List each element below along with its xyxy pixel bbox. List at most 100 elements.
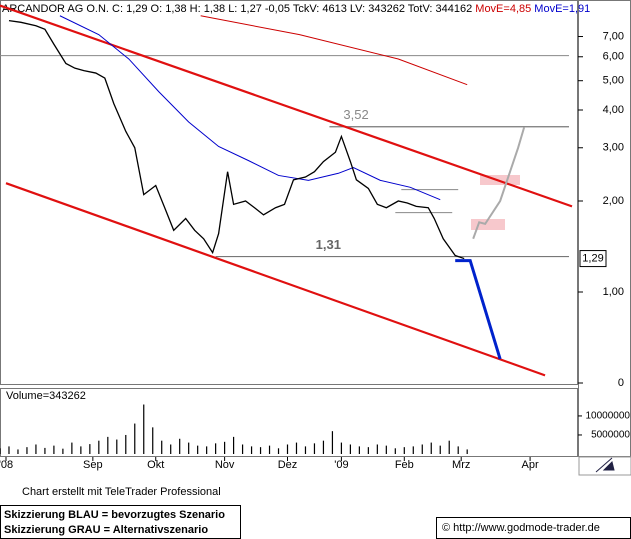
volume-bar [26, 447, 28, 454]
last-price-label: 1,29 [582, 252, 603, 264]
credit: Chart erstellt mit TeleTrader Profession… [22, 486, 221, 498]
volume-bar [116, 439, 118, 454]
volume-title: Volume=343262 [6, 390, 86, 402]
y-tick-label: 7,00 [603, 30, 624, 42]
y-tick-label: 2,00 [603, 195, 624, 207]
volume-bar [8, 446, 10, 454]
volume-bar [268, 445, 271, 454]
legend-entry: MovE=4,85 [475, 3, 531, 15]
volume-bar [44, 447, 46, 454]
volume-bar [403, 447, 405, 454]
moving-average [200, 15, 468, 86]
x-tick-label: Nov [215, 459, 235, 471]
plot: 3,52 1,31 [0, 4, 573, 377]
volume-bar [206, 446, 208, 454]
x-tick-label: Sep [83, 459, 103, 471]
y-tick-label: 5,00 [603, 75, 624, 87]
volume-bar [340, 442, 343, 454]
volume-y-tick-label: 10000000 [586, 411, 631, 422]
volume-bar [232, 436, 235, 454]
volume-bar [376, 444, 378, 454]
volume-bar [277, 448, 280, 454]
volume-bar [448, 440, 450, 454]
volume-bar [80, 446, 82, 454]
volume-bar [98, 440, 100, 454]
y-tick-label: 4,00 [603, 104, 624, 116]
x-tick-label: Dez [278, 459, 298, 471]
volume-bar [107, 436, 109, 454]
annotation-label: 1,31 [316, 237, 341, 252]
price-line [8, 20, 465, 260]
volume-bar [71, 442, 73, 454]
volume-bar [358, 446, 360, 454]
moving-average [59, 15, 441, 201]
y-tick-label: 6,00 [603, 51, 624, 63]
volume-frame [0, 388, 578, 457]
volume-bar [125, 434, 127, 454]
volume-bar [457, 446, 459, 454]
scenario-blue [455, 259, 502, 360]
legend-blue: Skizzierung BLAU = bevorzugtes Szenario [4, 509, 225, 521]
last-price-box [579, 250, 607, 268]
volume-bar [394, 448, 396, 454]
volume-bar [179, 438, 181, 454]
volume-bar [35, 444, 37, 454]
volume-bar [224, 441, 226, 454]
scenario-grey [472, 127, 526, 240]
x-tick-label: Feb [395, 459, 414, 471]
volume-bar [17, 449, 19, 454]
volume-bar [134, 423, 136, 454]
target-zone [471, 219, 505, 230]
x-tick-label: Apr [522, 459, 539, 471]
channel-line [0, 4, 573, 208]
volume-bar [170, 444, 172, 454]
volume-bar [188, 442, 190, 454]
volume-bar [385, 445, 387, 454]
volume-bar [53, 445, 55, 454]
header: ARCANDOR AG O.N. C: 1,29 O: 1,38 H: 1,38… [2, 3, 590, 15]
chart-title: ARCANDOR AG O.N. C: 1,29 O: 1,38 H: 1,38… [2, 3, 472, 15]
copyright: © http://www.godmode-trader.de [442, 522, 600, 534]
volume-bar [313, 443, 316, 454]
channel-line [5, 182, 546, 377]
volume-bar [152, 427, 154, 454]
volume-bar [304, 446, 307, 454]
x-tick-label: '08 [0, 459, 13, 471]
annotation-label: 3,52 [343, 107, 368, 122]
volume-bar [421, 444, 423, 454]
legend-entry: MovE=1,91 [534, 3, 590, 15]
volume-bar [62, 448, 64, 454]
volume-bar [0, 448, 1, 454]
volume-bar [89, 444, 91, 454]
x-tick-label: '09 [334, 459, 348, 471]
volume-y-tick-label: 5000000 [591, 430, 630, 441]
volume-bar [430, 442, 432, 454]
volume-bar [215, 443, 217, 454]
icon [595, 457, 615, 473]
volume-bar [295, 442, 298, 454]
legend-grey: Skizzierung GRAU = Alternativszenario [4, 524, 208, 536]
volume-bar [322, 440, 325, 454]
y-tick-label: 3,00 [603, 142, 624, 154]
volume-bar [367, 447, 369, 454]
y-tick-label: 0 [618, 377, 624, 389]
x-tick-label: Okt [147, 459, 164, 471]
volume-bar [331, 431, 334, 454]
x-tick-label: Mrz [452, 459, 470, 471]
icon-box [578, 456, 631, 476]
volume-bar [241, 444, 244, 454]
volume-bar [349, 444, 351, 454]
volume-bar [143, 404, 145, 454]
volume-bar [197, 445, 199, 454]
volume-bar [412, 446, 414, 454]
plot-frame [0, 0, 578, 385]
volume-bar [161, 440, 163, 454]
volume-bar [259, 447, 262, 454]
volume-bar [250, 446, 253, 454]
volume-bar [439, 445, 441, 454]
volume-bar [466, 449, 468, 454]
y-tick-label: 1,00 [603, 286, 624, 298]
volume-bar [286, 444, 289, 454]
